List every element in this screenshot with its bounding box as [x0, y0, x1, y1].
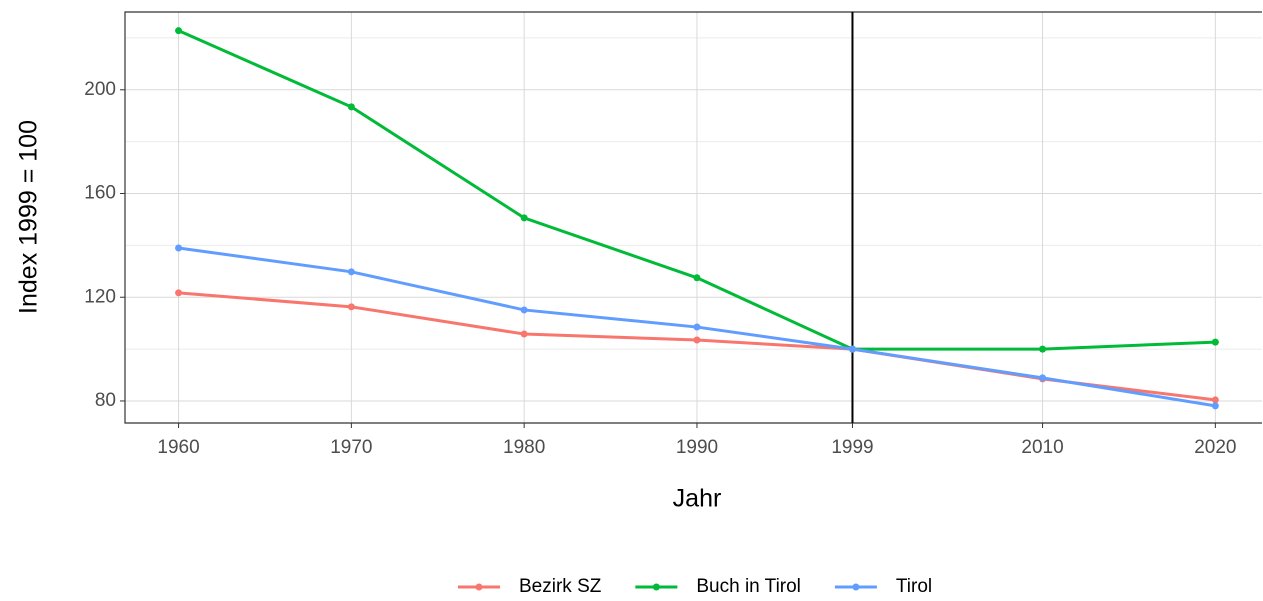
legend-label: Bezirk SZ	[519, 576, 602, 596]
x-tick-label: 1990	[676, 437, 718, 458]
data-point	[520, 306, 528, 314]
data-point	[347, 268, 355, 276]
y-axis-label: Index 1999 = 100	[15, 120, 43, 314]
x-tick-label: 2010	[1021, 437, 1063, 458]
x-tick-label: 1980	[503, 437, 545, 458]
data-point	[693, 323, 701, 331]
data-point	[347, 103, 355, 111]
legend-label: Buch in Tirol	[696, 576, 801, 596]
legend-label: Tirol	[896, 576, 932, 596]
x-tick-label: 1960	[157, 437, 199, 458]
data-point	[1211, 338, 1219, 346]
legend-swatch-point	[852, 583, 860, 591]
data-point	[347, 303, 355, 311]
legend-swatch-point	[475, 583, 483, 591]
data-point	[1211, 396, 1219, 404]
data-point	[175, 289, 183, 297]
data-point	[693, 274, 701, 282]
data-point	[175, 27, 183, 35]
y-tick-label: 160	[84, 183, 116, 204]
x-tick-label: 2020	[1194, 437, 1236, 458]
x-tick-label: 1970	[330, 437, 372, 458]
data-point	[1211, 402, 1219, 410]
y-tick-label: 120	[84, 286, 116, 307]
data-point	[1039, 374, 1047, 382]
y-tick-label: 80	[95, 390, 116, 411]
data-point	[1039, 345, 1047, 353]
data-point	[693, 336, 701, 344]
legend-swatch-point	[652, 583, 660, 591]
x-axis-label: Jahr	[673, 485, 722, 513]
data-point	[175, 244, 183, 252]
x-tick-label: 1999	[831, 437, 873, 458]
data-point	[520, 214, 528, 222]
y-tick-label: 200	[84, 79, 116, 100]
data-point	[520, 330, 528, 338]
data-point	[848, 345, 856, 353]
panel-border	[124, 11, 1262, 424]
